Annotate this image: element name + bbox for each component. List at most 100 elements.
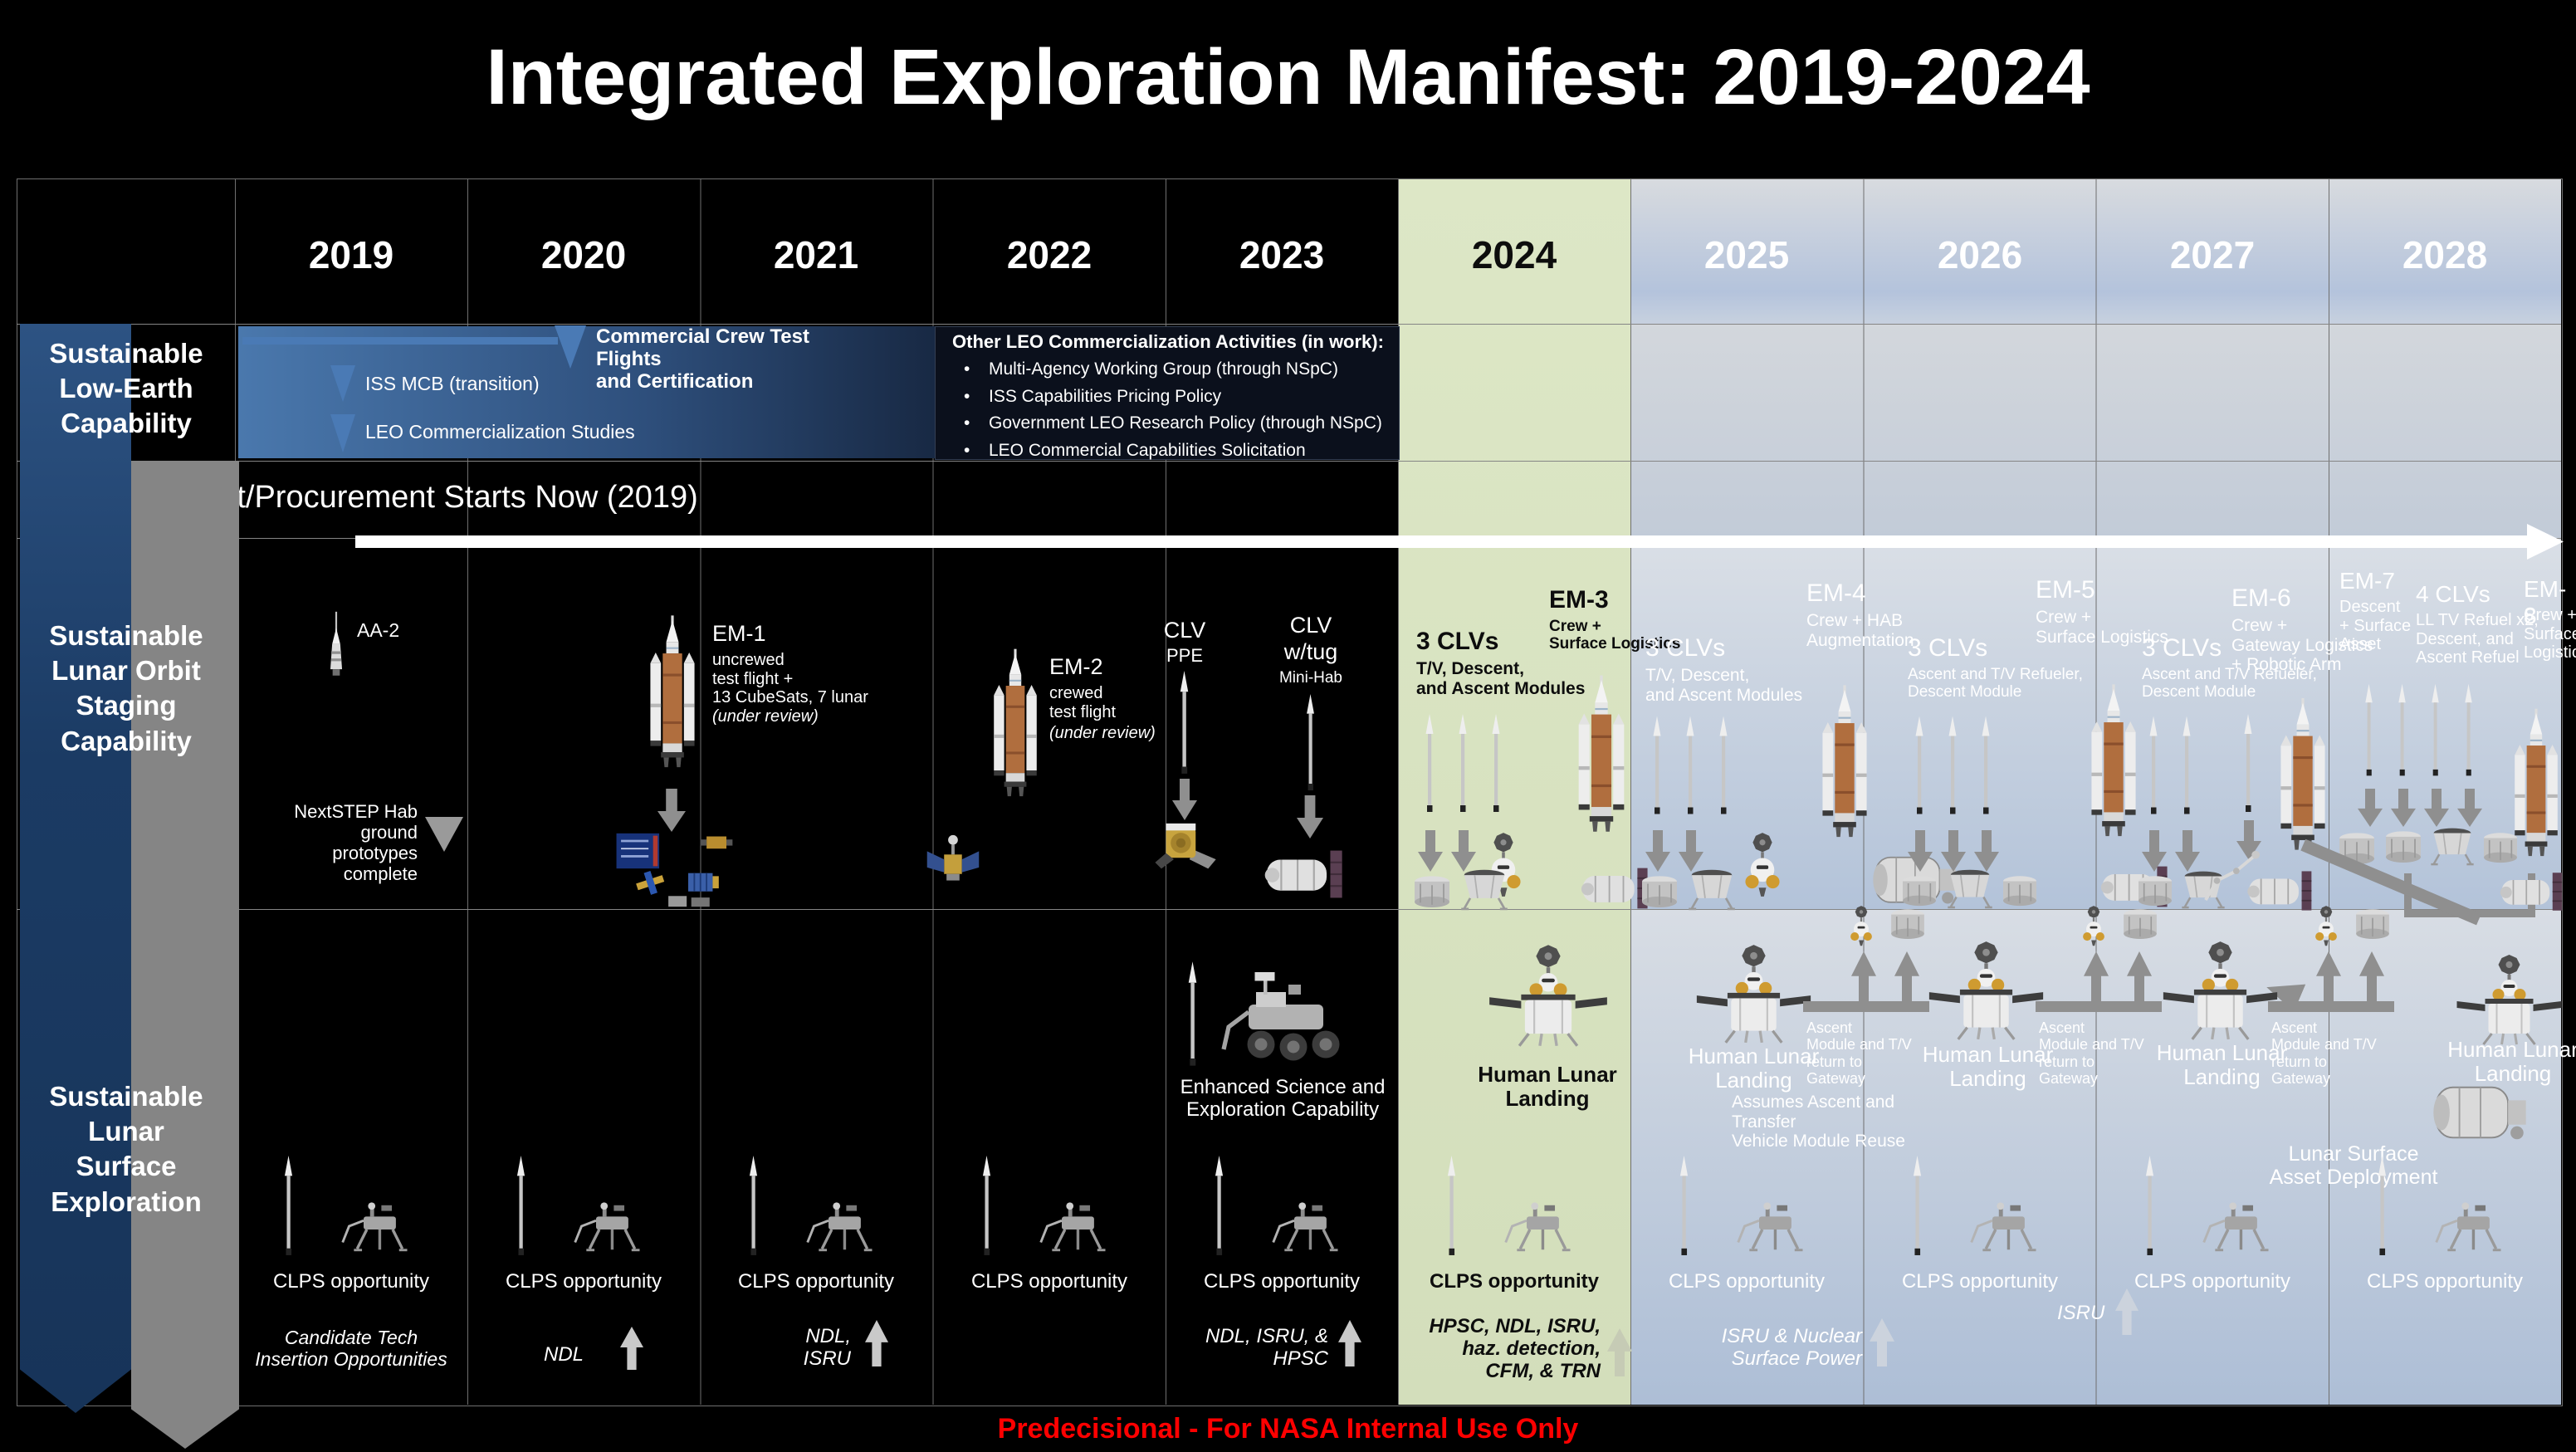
year-2028: 2028 <box>2402 233 2488 276</box>
tv-drum-icon <box>1410 875 1454 910</box>
em8-desc: Crew + Surface Logistics <box>2524 606 2576 662</box>
hll-lander-icon <box>1486 943 1611 1048</box>
em3-name: EM-3 <box>1549 586 1609 614</box>
ascent-return-connector <box>2268 1001 2394 1012</box>
sls-rocket-icon <box>2509 684 2564 887</box>
clv-tug-name: CLV <box>1289 613 1332 638</box>
clv-rocket-icon <box>1489 702 1503 825</box>
page-title: Integrated Exploration Manifest: 2019-20… <box>486 33 2090 121</box>
clv-rocket-icon <box>980 1156 994 1257</box>
hll-label-2025: Human Lunar Landing <box>1688 1044 1820 1093</box>
clps-lander-icon <box>1730 1199 1817 1257</box>
year-2024: 2024 <box>1471 233 1557 276</box>
ndl-isru-label: NDL, ISRU <box>803 1325 851 1371</box>
clv-ppe-name: CLV <box>1163 618 1206 643</box>
gray-banner <box>131 461 239 1449</box>
year-2022: 2022 <box>1006 233 1092 276</box>
clv-rocket-icon <box>746 1156 760 1257</box>
clv-rocket-icon <box>1456 702 1469 825</box>
ppe-icon <box>1152 822 1220 873</box>
row-label-orbit: Sustainable Lunar Orbit Staging Capabili… <box>49 620 203 756</box>
clv-rocket-icon <box>1979 706 1992 826</box>
tv-drum-icon <box>2120 908 2160 941</box>
clps-label: CLPS opportunity <box>1203 1270 1361 1293</box>
clvs-2025-name: 3 CLVs <box>1645 634 1726 662</box>
other-leo-item: Multi-Agency Working Group (through NSpC… <box>952 359 1392 380</box>
year-2023: 2023 <box>1239 233 1325 276</box>
hll-lander-icon <box>1926 940 2046 1041</box>
tv-drum-icon <box>2134 875 2177 908</box>
clv-rocket-icon <box>1677 1156 1691 1257</box>
em2-note: (under review) <box>1049 724 1156 742</box>
ascent-pod-icon <box>1845 905 1878 951</box>
clps-lander-icon <box>1265 1199 1352 1257</box>
hll-lander-icon <box>1694 943 1814 1044</box>
nextstep-label: NextSTEP Hab ground prototypes complete <box>294 801 418 884</box>
clvs-2027-name: 3 CLVs <box>2142 634 2222 662</box>
other-leo-title: Other LEO Commercialization Activities (… <box>952 331 1384 352</box>
clvs-2028-desc: LL TV Refuel x2, Descent, and Ascent Ref… <box>2416 611 2539 667</box>
clps-group-2026: CLPS opportunity <box>1880 1156 2080 1301</box>
clps-label: CLPS opportunity <box>1901 1270 2059 1293</box>
clps-label: CLPS opportunity <box>272 1270 430 1293</box>
clps-label: CLPS opportunity <box>2134 1270 2291 1293</box>
clps-group-2019: CLPS opportunity <box>252 1156 451 1301</box>
clv-rocket-icon <box>2143 1156 2157 1257</box>
clv-rocket-icon <box>1717 706 1730 826</box>
clv-ppe-sub: PPE <box>1166 645 1204 666</box>
clps-group-2021: CLPS opportunity <box>716 1156 916 1301</box>
clv-rocket-icon <box>1910 1156 1924 1257</box>
clv-rocket-icon <box>1177 671 1191 775</box>
clps-lander-icon <box>1033 1199 1120 1257</box>
hll-lander-icon <box>2160 940 2280 1041</box>
year-2025: 2025 <box>1703 233 1790 276</box>
em1-desc: uncrewed test flight + 13 CubeSats, 7 lu… <box>712 651 868 707</box>
tv-drum-icon <box>2381 830 2426 865</box>
other-leo-item: LEO Commercial Capabilities Solicitation <box>952 440 1392 462</box>
candidate-tech-label: Candidate Tech Insertion Opportunities <box>255 1327 447 1370</box>
blue-banner <box>20 324 131 1413</box>
clvs-2025-desc: T/V, Descent, and Ascent Modules <box>1645 666 1803 705</box>
logistics-module-icon <box>2495 868 2572 915</box>
clv-rocket-icon <box>2241 711 2255 817</box>
year-2027: 2027 <box>2169 233 2256 276</box>
hll-label-2027: Human Lunar Landing <box>2156 1040 2288 1090</box>
grid-hline-header <box>17 324 2561 325</box>
descent-bucket-icon <box>1944 868 1996 910</box>
clps-label: CLPS opportunity <box>1430 1270 1599 1293</box>
clv-rocket-icon <box>1444 1156 1459 1257</box>
tv-drum-icon <box>1999 875 2041 908</box>
clps-lander-icon <box>335 1199 422 1257</box>
cargo-module-icon <box>2426 1079 2534 1149</box>
tv-drum-icon <box>1637 875 1682 910</box>
ascent-pod-icon <box>2310 905 2343 951</box>
em7-name: EM-7 <box>2339 568 2395 594</box>
clv-rocket-icon <box>1946 706 1959 826</box>
clv-rocket-icon <box>2363 677 2375 784</box>
hpsc-suite-label: HPSC, NDL, ISRU, haz. detection, CFM, & … <box>1429 1315 1601 1383</box>
em1-note: (under review) <box>712 707 819 726</box>
satellite-icon <box>923 830 981 900</box>
clps-lander-icon <box>1963 1199 2051 1257</box>
clv-rocket-icon <box>1684 706 1697 826</box>
em8-name: EM-8 <box>2524 576 2567 628</box>
clv-rocket-icon <box>1913 706 1926 826</box>
em6-desc: Crew + Gateway Logistics + Robotic Arm <box>2231 616 2373 675</box>
sls-rocket-icon <box>988 641 1043 811</box>
clps-group-2025: CLPS opportunity <box>1647 1156 1846 1301</box>
ascent-pod-icon <box>2077 905 2110 951</box>
clvs-2026-name: 3 CLVs <box>1908 634 1988 662</box>
clps-group-2027: CLPS opportunity <box>2113 1156 2312 1301</box>
ascent-return-label: Ascent Module and T/V return to Gateway <box>2271 1019 2377 1087</box>
sls-rocket-icon <box>644 608 701 782</box>
aa2-label: AA-2 <box>357 619 400 641</box>
clvs-2026-desc: Ascent and T/V Refueler, Descent Module <box>1908 666 2083 702</box>
other-leo-item: Government LEO Research Policy (through … <box>952 413 1392 434</box>
clps-group-2024: CLPS opportunity <box>1415 1156 1614 1301</box>
isru-nuclear-label: ISRU & Nuclear Surface Power <box>1721 1325 1862 1371</box>
clps-label: CLPS opportunity <box>737 1270 895 1293</box>
clv-tug-sub: w/tug <box>1283 639 1338 664</box>
leo-studies-label: LEO Commercialization Studies <box>365 421 635 442</box>
year-2020: 2020 <box>540 233 627 276</box>
